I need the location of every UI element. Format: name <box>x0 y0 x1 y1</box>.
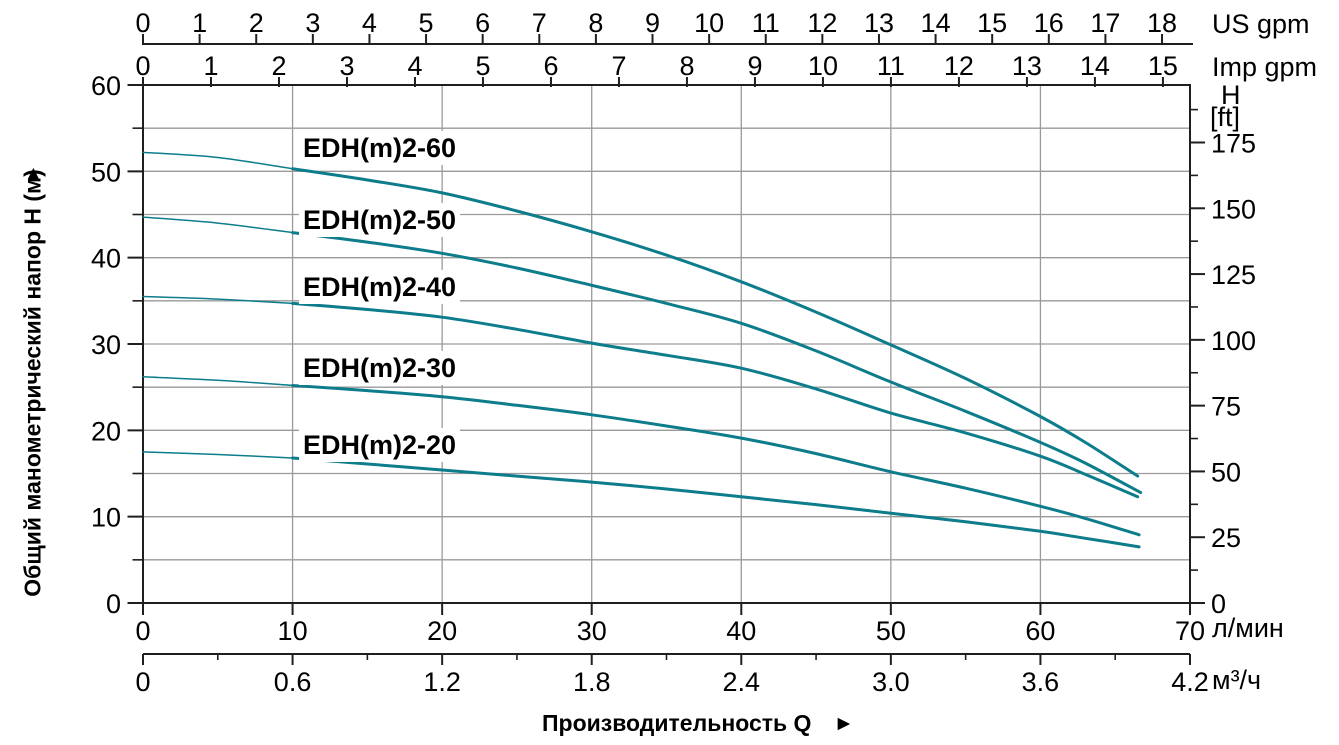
us-gpm-tick-label: 5 <box>419 8 434 38</box>
curve-label: EDH(m)2-20 <box>303 430 456 460</box>
m3h-unit-label: м³/ч <box>1212 665 1262 695</box>
us-gpm-tick-label: 12 <box>807 8 837 38</box>
lmin-tick-label: 70 <box>1175 616 1205 646</box>
imp-gpm-tick-label: 2 <box>271 51 286 81</box>
us-gpm-tick-label: 3 <box>305 8 320 38</box>
ft-axis-tick-label: 175 <box>1211 128 1256 158</box>
m3h-tick-label: 3.0 <box>872 667 910 697</box>
lmin-tick-label: 30 <box>577 616 607 646</box>
m-axis-tick-label: 30 <box>91 330 121 360</box>
m3h-tick-label: 1.8 <box>573 667 611 697</box>
pump-curve <box>291 383 1141 537</box>
m3h-tick-label: 0 <box>135 667 150 697</box>
imp-gpm-tick-label: 11 <box>877 51 905 81</box>
us-gpm-tick-label: 11 <box>752 8 780 38</box>
us-gpm-tick-label: 7 <box>532 8 547 38</box>
x-axis-title-text: Производительность Q <box>542 710 812 736</box>
lmin-tick-label: 10 <box>278 616 308 646</box>
lmin-unit-label: л/мин <box>1212 613 1284 643</box>
us-gpm-tick-label: 4 <box>362 8 377 38</box>
lmin-tick-label: 20 <box>427 616 457 646</box>
m3h-tick-label: 4.2 <box>1171 667 1209 697</box>
imp-gpm-tick-label: 1 <box>203 51 218 81</box>
lmin-tick-label: 50 <box>876 616 906 646</box>
curve-label-bg <box>299 351 461 385</box>
ft-axis-title-h: H <box>1221 80 1241 110</box>
us-gpm-tick-label: 13 <box>864 8 894 38</box>
m-axis-tick-label: 20 <box>91 416 121 446</box>
pump-curve-thin <box>142 376 294 387</box>
pump-curve-thin <box>142 216 294 234</box>
x-axis-title: Производительность Q ► <box>542 710 854 737</box>
us-gpm-tick-label: 2 <box>249 8 264 38</box>
imp-gpm-tick-label: 15 <box>1148 51 1178 81</box>
curve-label: EDH(m)2-50 <box>303 205 456 235</box>
m-axis-tick-label: 0 <box>106 589 121 619</box>
m-axis-tick-label: 40 <box>91 244 121 274</box>
us-gpm-tick-label: 17 <box>1090 8 1120 38</box>
imp-gpm-tick-label: 6 <box>543 51 558 81</box>
curve-label-bg <box>299 203 461 237</box>
ft-axis-tick-label: 100 <box>1211 326 1256 356</box>
ft-axis-tick-label: 25 <box>1211 523 1241 553</box>
imp-gpm-tick-label: 8 <box>679 51 694 81</box>
ft-axis-tick-label: 150 <box>1211 194 1256 224</box>
ft-axis-tick-label: 75 <box>1211 392 1241 422</box>
imp-gpm-tick-label: 0 <box>135 51 150 81</box>
right-arrow-icon: ► <box>833 711 855 735</box>
us-gpm-tick-label: 16 <box>1034 8 1064 38</box>
m-axis-tick-label: 50 <box>91 157 121 187</box>
curve-label-bg <box>299 131 461 165</box>
up-arrow-icon: ▲ <box>24 163 43 184</box>
curve-label: EDH(m)2-30 <box>303 353 456 383</box>
imp-gpm-unit-label: Imp gpm <box>1212 52 1318 82</box>
imp-gpm-tick-label: 4 <box>407 51 422 81</box>
pump-curve <box>291 231 1143 494</box>
imp-gpm-tick-label: 10 <box>808 51 838 81</box>
lmin-tick-label: 40 <box>726 616 756 646</box>
pump-curve <box>291 167 1140 478</box>
curve-label: EDH(m)2-60 <box>303 133 456 163</box>
lmin-tick-label: 60 <box>1025 616 1055 646</box>
imp-gpm-tick-label: 12 <box>944 51 974 81</box>
lmin-tick-label: 0 <box>135 616 150 646</box>
imp-gpm-tick-label: 14 <box>1080 51 1110 81</box>
m-axis-tick-label: 10 <box>91 503 121 533</box>
m3h-tick-label: 0.6 <box>274 667 312 697</box>
pump-curve <box>291 301 1140 499</box>
us-gpm-unit-label: US gpm <box>1212 9 1310 39</box>
ft-axis-tick-label: 0 <box>1211 589 1226 619</box>
imp-gpm-tick-label: 5 <box>475 51 490 81</box>
imp-gpm-tick-label: 7 <box>611 51 626 81</box>
imp-gpm-tick-label: 9 <box>747 51 762 81</box>
ft-axis-tick-label: 50 <box>1211 457 1241 487</box>
m3h-tick-label: 3.6 <box>1022 667 1060 697</box>
m3h-tick-label: 1.2 <box>423 667 461 697</box>
y-axis-title: Общий манометрический напор H (м) <box>19 169 46 597</box>
ft-axis-title-ft: [ft] <box>1210 102 1241 132</box>
curve-label-bg <box>299 270 461 304</box>
us-gpm-tick-label: 0 <box>135 8 150 38</box>
imp-gpm-tick-label: 3 <box>339 51 354 81</box>
us-gpm-tick-label: 6 <box>475 8 490 38</box>
pump-curve-thin <box>142 295 294 305</box>
pump-curve-thin <box>142 151 294 170</box>
curve-label-bg <box>299 428 461 462</box>
us-gpm-tick-label: 1 <box>192 8 207 38</box>
ft-axis-tick-label: 125 <box>1211 260 1256 290</box>
us-gpm-tick-label: 10 <box>694 8 724 38</box>
us-gpm-tick-label: 14 <box>921 8 951 38</box>
us-gpm-tick-label: 15 <box>977 8 1007 38</box>
imp-gpm-tick-label: 13 <box>1012 51 1042 81</box>
us-gpm-tick-label: 9 <box>645 8 660 38</box>
us-gpm-tick-label: 18 <box>1147 8 1177 38</box>
pump-curve-thin <box>142 451 294 459</box>
us-gpm-tick-label: 8 <box>588 8 603 38</box>
m-axis-tick-label: 60 <box>91 71 121 101</box>
curve-label: EDH(m)2-40 <box>303 272 456 302</box>
pump-curve <box>291 456 1141 549</box>
m3h-tick-label: 2.4 <box>723 667 761 697</box>
